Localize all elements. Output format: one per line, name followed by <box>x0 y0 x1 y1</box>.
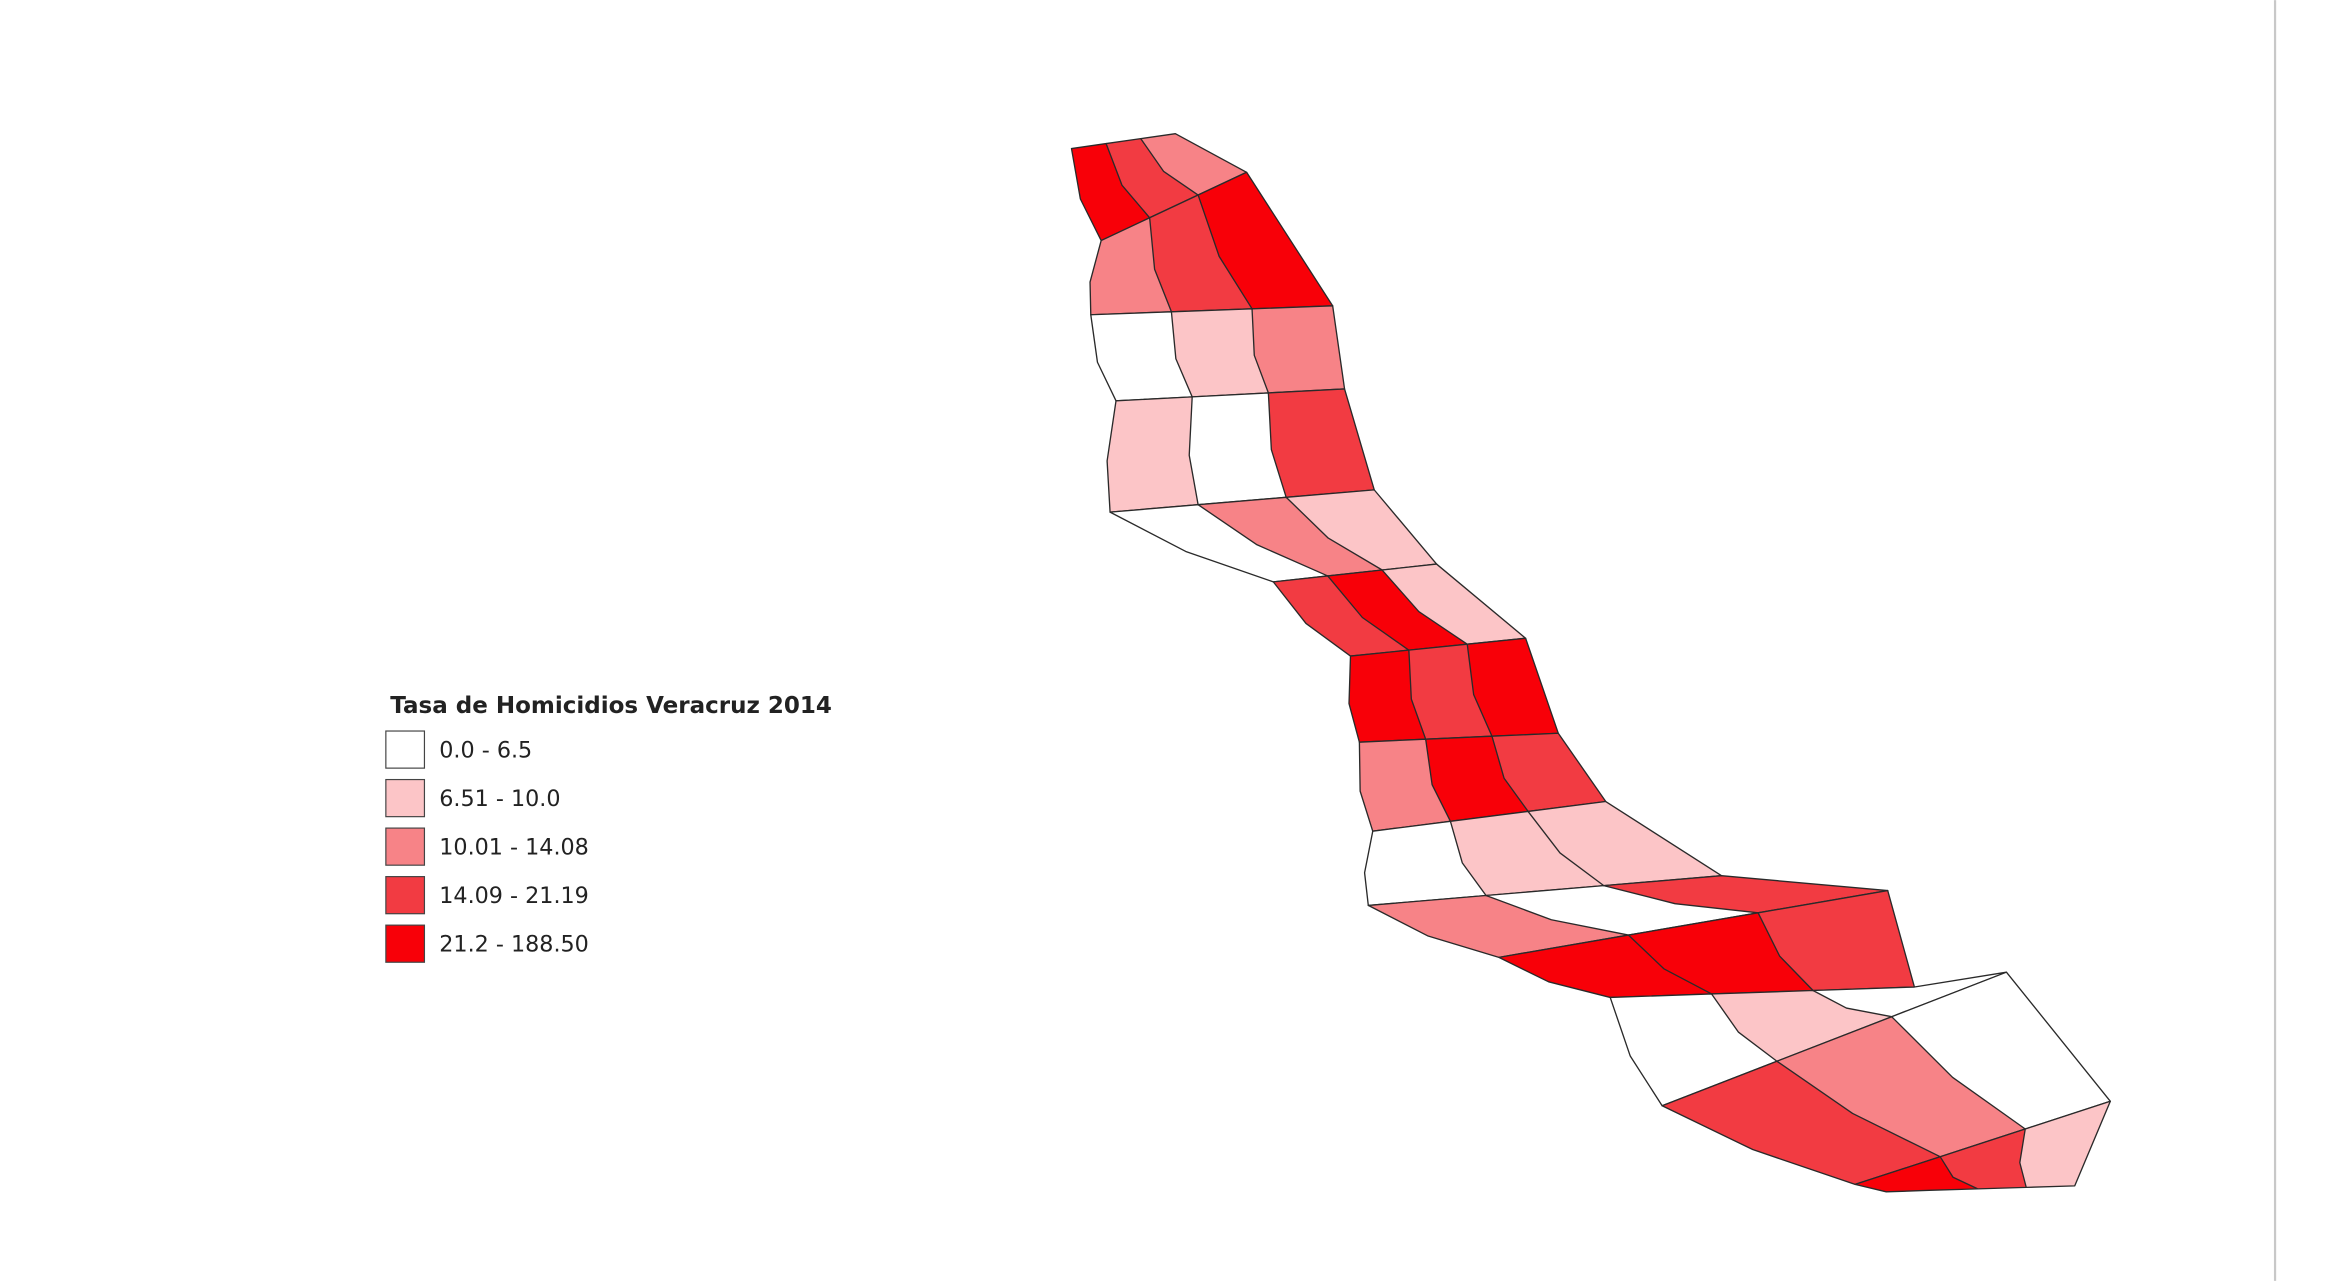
legend-swatch <box>385 778 426 818</box>
municipality <box>2019 1100 2111 1189</box>
municipality <box>1939 1128 2027 1190</box>
municipality <box>1251 305 1346 394</box>
legend-label: 6.51 - 10.0 <box>439 786 560 812</box>
municipality <box>1267 388 1375 498</box>
legend-label: 21.2 - 188.50 <box>439 932 589 958</box>
legend-label: 0.0 - 6.5 <box>439 738 532 764</box>
legend: Tasa de Homicidios Veracruz 2014 0.0 - 6… <box>385 693 832 963</box>
legend-swatch <box>385 730 426 769</box>
legend-label: 10.01 - 14.08 <box>439 835 589 861</box>
legend-title: Tasa de Homicidios Veracruz 2014 <box>390 693 832 719</box>
legend-swatch <box>385 827 426 866</box>
map-regions <box>1070 133 2111 1193</box>
municipality <box>1106 396 1199 513</box>
legend-label: 14.09 - 21.19 <box>439 883 589 909</box>
legend-swatch <box>385 876 426 915</box>
legend-swatch <box>385 924 426 963</box>
